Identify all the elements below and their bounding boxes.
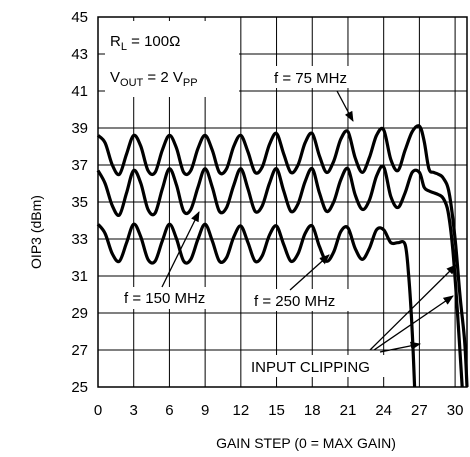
x-tick-label: 18 — [304, 402, 321, 419]
y-tick-label: 43 — [71, 46, 88, 63]
series-line-75mhz — [96, 124, 469, 388]
label-250-bg — [250, 289, 364, 311]
condition-rl: RL = 100Ω — [110, 33, 180, 53]
x-tick-label: 27 — [411, 402, 428, 419]
y-tick-label: 27 — [71, 342, 88, 359]
y-tick-label: 25 — [71, 379, 88, 396]
x-tick-label: 24 — [375, 402, 392, 419]
x-tick-label: 6 — [165, 402, 173, 419]
x-tick-label: 30 — [447, 402, 464, 419]
conditions-box-bg — [105, 21, 239, 97]
x-tick-label: 12 — [232, 402, 249, 419]
y-tick-label: 45 — [71, 9, 88, 26]
y-tick-label: 29 — [71, 305, 88, 322]
plot-frame — [97, 16, 468, 388]
x-axis-title: GAIN STEP (0 = MAX GAIN) — [216, 435, 396, 451]
y-tick-label: 41 — [71, 83, 88, 100]
label-f150: f = 150 MHz — [124, 290, 205, 307]
label-f250: f = 250 MHz — [254, 293, 335, 310]
series-lines — [96, 124, 469, 388]
arrow-f75 — [336, 90, 354, 122]
label-clipping-bg — [247, 355, 410, 377]
x-tick-label: 21 — [340, 402, 357, 419]
y-tick-label: 33 — [71, 231, 88, 248]
x-tick-label: 0 — [94, 402, 102, 419]
series-line-250mhz — [96, 222, 417, 388]
arrow-clipping-1 — [369, 264, 457, 351]
label-150-bg — [120, 287, 234, 309]
label-f75: f = 75 MHz — [274, 70, 347, 87]
series-line-150mhz — [96, 164, 464, 388]
label-input-clipping: INPUT CLIPPING — [251, 359, 370, 376]
x-tick-label: 3 — [130, 402, 138, 419]
arrow-clipping-2 — [373, 295, 454, 351]
x-tick-label: 15 — [268, 402, 285, 419]
arrow-f250 — [289, 254, 330, 291]
y-axis-title: OIP3 (dBm) — [28, 195, 44, 269]
x-tick-label: 9 — [201, 402, 209, 419]
y-tick-label: 31 — [71, 268, 88, 285]
arrow-f150 — [161, 211, 200, 288]
y-tick-label: 37 — [71, 157, 88, 174]
y-tick-label: 35 — [71, 194, 88, 211]
y-tick-label: 39 — [71, 120, 88, 137]
arrow-clipping-3 — [379, 341, 422, 353]
x-tick-labels: 0 3 6 9 12 15 18 21 24 27 30 — [94, 402, 464, 419]
y-tick-labels: 25 27 29 31 33 35 37 39 41 43 45 — [71, 9, 88, 396]
condition-vout: VOUT = 2 VPP — [110, 69, 198, 89]
label-75-bg — [269, 66, 383, 88]
